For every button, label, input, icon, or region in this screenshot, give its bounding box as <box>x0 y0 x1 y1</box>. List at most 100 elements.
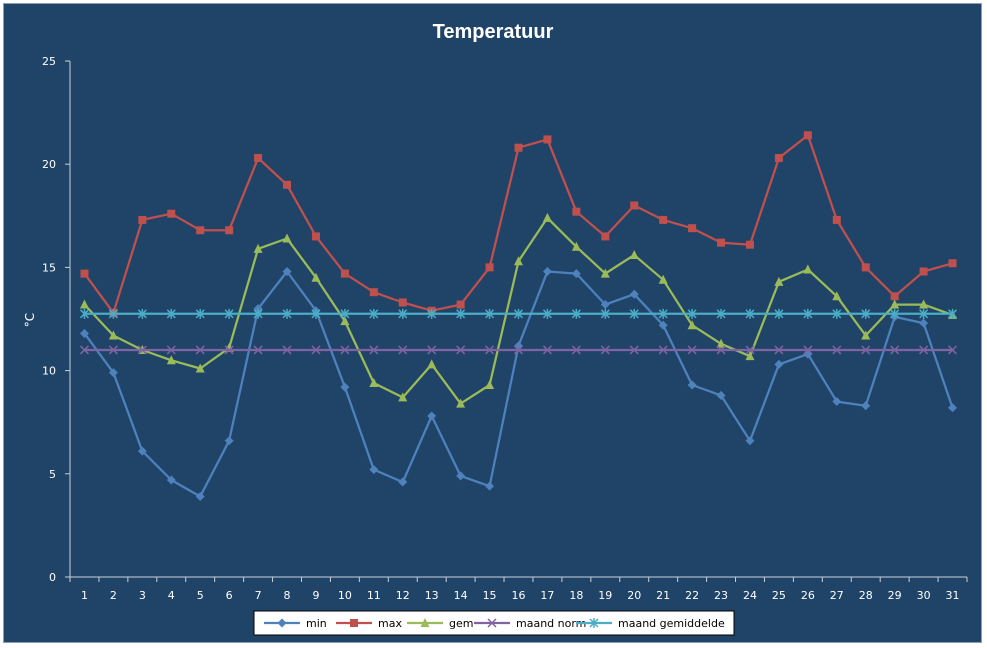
x-tick-label: 5 <box>197 589 204 602</box>
data-point <box>108 368 118 378</box>
data-point <box>195 363 205 373</box>
data-point <box>832 397 842 407</box>
data-point <box>224 345 234 355</box>
data-point <box>832 291 842 301</box>
data-point <box>513 345 524 355</box>
x-tick-label: 27 <box>830 589 844 602</box>
y-tick-label: 5 <box>49 468 56 481</box>
series-line <box>83 134 953 314</box>
data-point <box>79 308 89 319</box>
data-point <box>948 345 958 355</box>
data-point <box>774 276 784 286</box>
series-gem <box>79 212 958 408</box>
data-point <box>456 308 466 319</box>
data-point <box>890 292 899 301</box>
data-point <box>600 308 610 319</box>
x-tick-label: 29 <box>888 589 902 602</box>
data-point <box>166 345 176 355</box>
data-point <box>485 481 495 491</box>
y-tick-label: 20 <box>42 158 56 171</box>
data-point <box>832 308 842 319</box>
data-point <box>195 345 205 355</box>
x-tick-label: 11 <box>367 589 381 602</box>
data-point <box>716 338 726 348</box>
data-point <box>340 308 350 319</box>
data-point <box>283 180 292 189</box>
chart-area <box>3 3 982 643</box>
series-max <box>80 131 957 317</box>
data-point <box>745 240 754 249</box>
data-point <box>166 475 176 485</box>
data-point <box>948 308 958 319</box>
data-point <box>277 618 287 628</box>
data-point <box>919 308 929 319</box>
legend-item: maand norm <box>474 617 586 630</box>
data-point <box>948 403 958 413</box>
data-point <box>398 298 407 307</box>
data-point <box>919 267 928 276</box>
x-tick-label: 10 <box>338 589 352 602</box>
data-point <box>456 398 466 408</box>
data-point <box>774 308 784 319</box>
x-tick-label: 9 <box>312 589 319 602</box>
data-point <box>195 492 205 502</box>
data-point <box>687 380 697 390</box>
data-point <box>340 316 350 326</box>
data-point <box>108 330 118 340</box>
data-point <box>745 345 755 355</box>
data-point <box>427 308 437 319</box>
data-point <box>601 232 610 241</box>
x-tick-label: 3 <box>139 589 146 602</box>
x-tick-label: 1 <box>81 589 88 602</box>
y-tick-label: 25 <box>42 55 56 68</box>
data-point <box>79 299 89 309</box>
data-point <box>571 241 581 251</box>
data-point <box>890 345 900 355</box>
x-tick-label: 21 <box>656 589 670 602</box>
data-point <box>542 308 552 319</box>
data-point <box>716 308 726 319</box>
data-point <box>487 618 497 628</box>
x-tick-label: 12 <box>396 589 410 602</box>
data-point <box>398 308 408 319</box>
data-point <box>687 320 697 330</box>
legend-label: maand gemiddelde <box>618 617 725 630</box>
data-point <box>369 345 379 355</box>
data-point <box>688 224 697 233</box>
data-point <box>485 308 495 319</box>
legend-label: gem <box>449 617 473 630</box>
x-tick-label: 15 <box>483 589 497 602</box>
data-point <box>196 226 205 235</box>
data-point <box>311 232 320 241</box>
data-point <box>311 308 321 319</box>
x-tick-label: 31 <box>946 589 960 602</box>
data-point <box>456 345 466 355</box>
data-point <box>659 215 668 224</box>
data-point <box>542 267 552 277</box>
data-point <box>890 308 900 319</box>
data-point <box>543 135 552 144</box>
data-point <box>890 299 900 309</box>
y-tick-label: 0 <box>49 571 56 584</box>
data-point <box>803 264 813 274</box>
data-point <box>629 308 639 319</box>
x-tick-label: 6 <box>226 589 233 602</box>
data-point <box>167 209 176 218</box>
data-point <box>79 328 89 338</box>
data-point <box>745 351 755 361</box>
data-point <box>485 263 494 272</box>
legend-item: gem <box>407 617 473 630</box>
x-tick-label: 30 <box>917 589 931 602</box>
data-point <box>369 377 379 387</box>
data-point <box>687 345 697 355</box>
data-point <box>832 215 841 224</box>
data-point <box>398 392 408 402</box>
data-point <box>803 131 812 140</box>
legend-label: min <box>306 617 327 630</box>
data-point <box>630 201 639 210</box>
x-tick-label: 28 <box>859 589 873 602</box>
legend-item: min <box>264 617 327 630</box>
series-line <box>83 270 954 498</box>
